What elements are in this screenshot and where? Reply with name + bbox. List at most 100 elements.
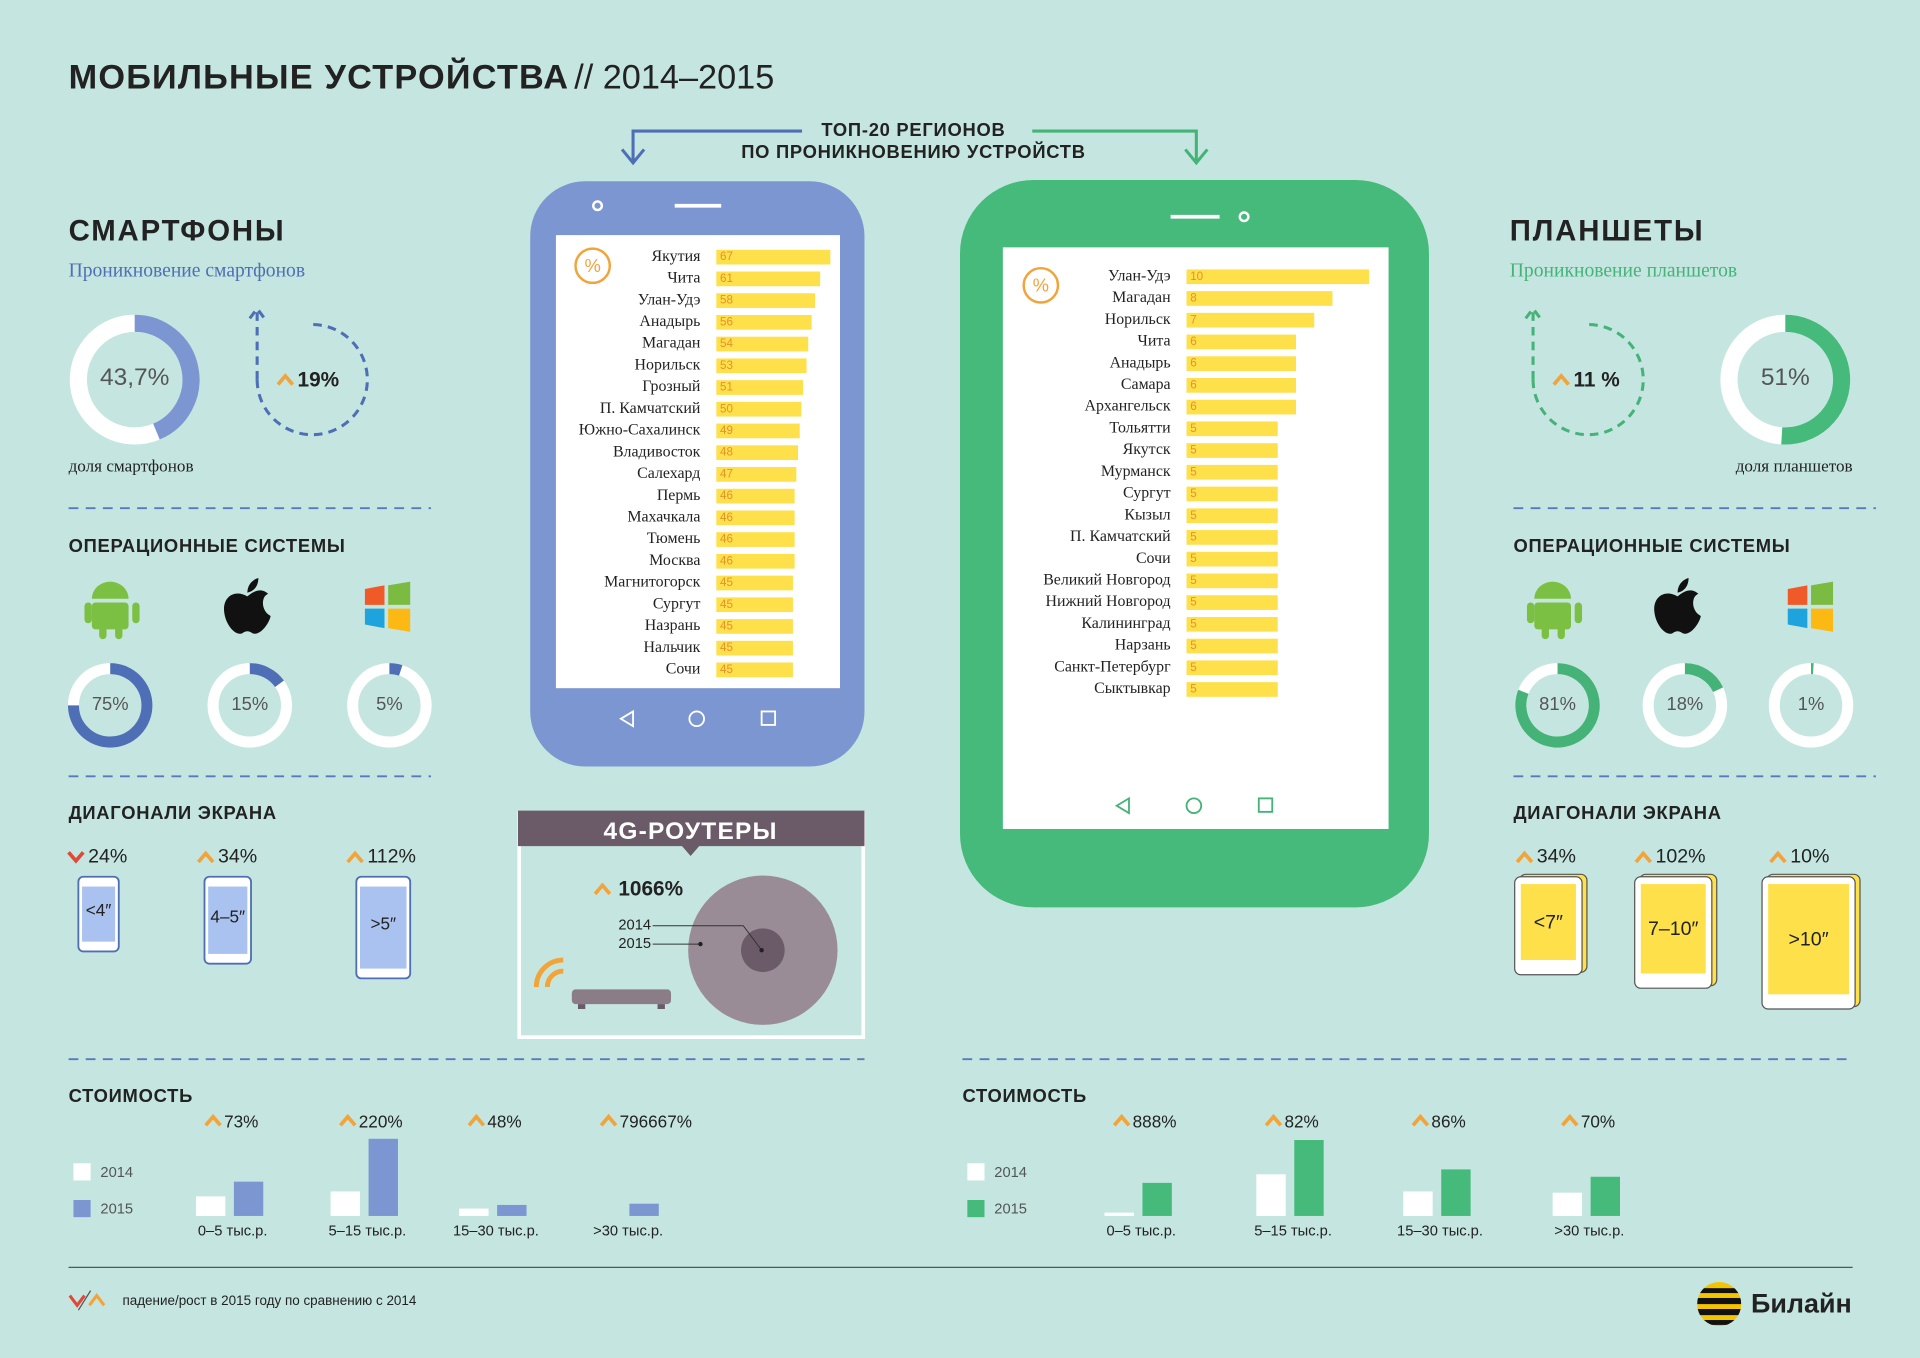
region-name: Кызыл [1124,506,1170,523]
device-screen [1768,884,1849,995]
bar [716,336,809,352]
bar [497,1204,527,1216]
icon-apple [1654,577,1701,634]
shape [247,577,259,593]
bar-value: 45 [720,620,733,633]
year-label: 2015 [618,936,651,952]
region-name: Норильск [1105,311,1171,328]
up-arrow [467,1113,486,1127]
up-arrow [599,1113,618,1127]
bar-value: 50 [720,402,733,415]
bar [1186,508,1278,524]
legend-swatch [967,1163,985,1181]
region-name: Магадан [642,335,701,352]
region-name: Махачкала [627,508,700,525]
bar [1186,530,1278,545]
section-title: СТОИМОСТЬ [69,1085,193,1106]
top20-title: ПО ПРОНИКНОВЕНИЮ УСТРОЙСТВ [741,141,1086,162]
region-name: Чита [667,270,700,287]
section-title: ОПЕРАЦИОННЫЕ СИСТЕМЫ [1513,535,1790,556]
region-name: Якутия [652,248,702,265]
bar [716,467,797,482]
os-label: 81% [1539,693,1576,714]
region-name: Анадырь [639,313,700,330]
bar [716,510,795,526]
legend-swatch [967,1200,985,1218]
bar-value: 46 [720,554,733,567]
section-title: СТОИМОСТЬ [962,1085,1086,1106]
device-screen [82,886,116,942]
bar [233,1181,264,1216]
bar-value: 45 [720,576,733,589]
bar-value: 67 [720,250,733,263]
bar [716,640,793,656]
region-name: Южно-Сахалинск [579,422,701,439]
shape [1811,608,1834,632]
bar [1186,334,1296,350]
leader-dot [698,941,703,947]
bar-value: 54 [720,337,733,350]
bar-value: 5 [1190,444,1196,457]
bar [629,1203,659,1216]
shape [115,624,123,640]
ring-arc [134,314,200,440]
bar-value: 5 [1190,552,1196,565]
growth-label: 10% [1790,845,1829,867]
growth-label: 220% [359,1111,403,1131]
legend-label: 2014 [994,1165,1027,1181]
shape [132,602,140,624]
region-name: Нальчик [643,639,700,656]
region-name: Якутск [1123,441,1171,458]
shape [364,608,385,629]
unit-icon [574,247,612,285]
bar-value: 48 [720,446,733,459]
bar-value: 49 [720,424,733,437]
bar-value: 6 [1190,378,1196,391]
region-name: Чита [1138,333,1171,350]
nav-recent [760,710,777,726]
bar-value: 6 [1190,357,1196,370]
nav-back [1114,796,1130,815]
ring-arc [67,663,153,748]
phone-screen [555,235,840,689]
region-name: Сургут [1123,485,1171,502]
growth-label: 112% [367,845,416,867]
bar [716,597,793,613]
bar-value: 10 [1190,270,1203,283]
icon-windows [364,581,411,632]
bar [1186,551,1278,567]
bar [716,575,793,591]
category-label: >30 тыс.р. [1554,1224,1624,1240]
bar-value: 47 [720,467,733,480]
region-name: Сочи [666,661,701,678]
bar-value: 46 [720,489,733,502]
region-name: Норильск [635,356,701,373]
bar [1186,595,1278,610]
shape [1534,581,1572,599]
device-screen [1520,884,1576,961]
region-name: Магнитогорск [604,574,701,591]
bar-value: 61 [720,272,733,285]
slash [77,1290,92,1311]
unit-icon [1022,266,1060,304]
bar-value: 5 [1190,596,1196,609]
legend-swatch [73,1200,91,1218]
region-name: Тюмень [647,530,701,547]
ring-arc [389,663,403,676]
nav-back [619,709,634,728]
bar [1104,1212,1134,1216]
growth-label: 34% [1537,845,1576,867]
growth-label: 86% [1431,1111,1465,1131]
unit-label: % [1033,274,1049,295]
shape [388,608,411,632]
bar-value: 45 [720,641,733,654]
section-heading: СМАРТФОНЫ [69,214,286,247]
up-arrow [1112,1113,1131,1127]
bar [368,1138,398,1216]
bar [1186,291,1333,306]
region-name: Москва [649,552,700,569]
bar-value: 46 [720,511,733,524]
down-arrow [68,1294,86,1308]
up-arrow [346,850,364,864]
share-label: 51% [1761,364,1810,391]
